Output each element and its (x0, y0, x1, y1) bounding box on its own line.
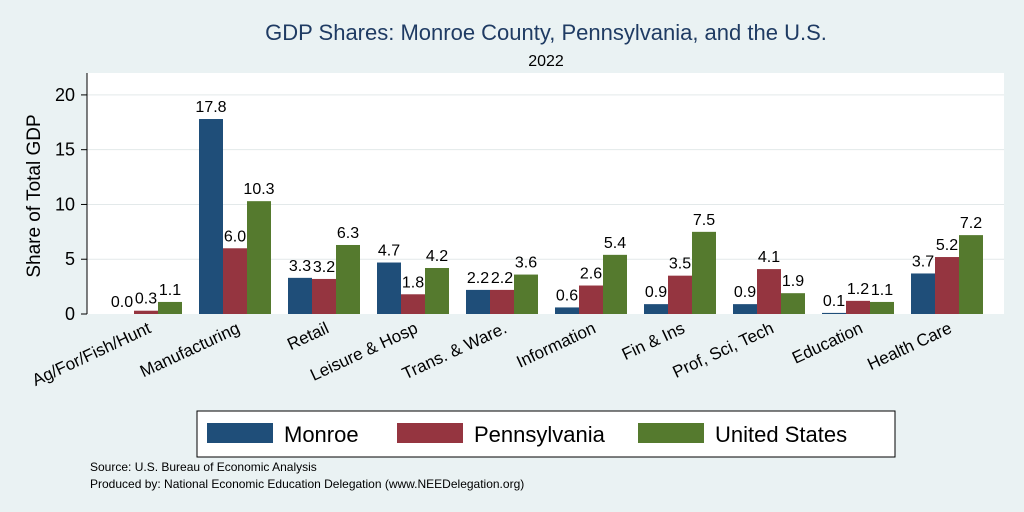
bar (603, 254, 627, 314)
data-label: 0.0 (111, 294, 133, 311)
bar (490, 289, 514, 314)
bar (247, 201, 271, 314)
bar (692, 231, 716, 314)
legend-label: Pennsylvania (474, 422, 606, 447)
chart-subtitle: 2022 (528, 53, 564, 70)
bar (781, 293, 805, 314)
bar (158, 301, 182, 314)
data-label: 0.6 (556, 287, 578, 304)
produced-by-note: Produced by: National Economic Education… (90, 477, 524, 491)
bar (199, 119, 223, 314)
bar (288, 277, 312, 314)
data-label: 1.8 (402, 274, 424, 291)
data-label: 1.1 (871, 282, 893, 299)
data-label: 0.9 (645, 284, 667, 301)
y-tick-label: 20 (55, 85, 75, 105)
x-category-label: Manufacturing (137, 318, 243, 381)
data-label: 1.9 (782, 273, 804, 290)
data-label: 5.4 (604, 235, 626, 252)
bar (401, 294, 425, 314)
data-label: 0.3 (135, 291, 157, 308)
data-label: 3.3 (289, 258, 311, 275)
bar (846, 300, 870, 314)
data-label: 2.2 (491, 270, 513, 287)
data-label: 0.1 (823, 293, 845, 310)
data-label: 2.6 (580, 266, 602, 283)
bar (870, 301, 894, 314)
bar (733, 304, 757, 314)
bar (425, 267, 449, 314)
data-label: 6.0 (224, 228, 246, 245)
data-label: 3.5 (669, 256, 691, 273)
chart-title: GDP Shares: Monroe County, Pennsylvania,… (265, 20, 827, 45)
x-category-label: Information (514, 318, 599, 371)
legend-label: United States (715, 422, 847, 447)
x-category-label: Ag/For/Fish/Hunt (29, 318, 154, 390)
data-label: 4.1 (758, 249, 780, 266)
legend-box (196, 410, 896, 458)
data-label: 6.3 (337, 225, 359, 242)
bar (935, 257, 959, 314)
bar (668, 275, 692, 314)
y-tick-label: 5 (65, 249, 75, 269)
bar (223, 248, 247, 314)
x-category-label: Fin & Ins (619, 318, 688, 364)
bar (579, 285, 603, 314)
bar (514, 274, 538, 314)
legend-swatch (638, 423, 704, 443)
bar (644, 304, 668, 314)
data-label: 4.2 (426, 248, 448, 265)
legend-swatch (397, 423, 463, 443)
x-category-label: Education (789, 318, 866, 367)
bar (377, 262, 401, 314)
y-tick-label: 10 (55, 194, 75, 214)
legend-label: Monroe (284, 422, 359, 447)
y-tick-label: 0 (65, 304, 75, 324)
source-note: Source: U.S. Bureau of Economic Analysis (90, 460, 317, 474)
data-label: 10.3 (243, 181, 274, 198)
data-label: 5.2 (936, 237, 958, 254)
bar (757, 269, 781, 314)
bar (911, 273, 935, 314)
x-category-label: Health Care (864, 318, 954, 374)
y-tick-label: 15 (55, 140, 75, 160)
bar (959, 235, 983, 314)
y-axis-label: Share of Total GDP (24, 114, 45, 277)
legend: Monroe Pennsylvania United States (196, 410, 896, 458)
data-label: 3.6 (515, 255, 537, 272)
data-label: 2.2 (467, 270, 489, 287)
data-label: 3.2 (313, 259, 335, 276)
data-label: 1.1 (159, 282, 181, 299)
x-category-label: Retail (284, 318, 331, 354)
data-label: 1.2 (847, 281, 869, 298)
bar (312, 278, 336, 314)
x-category-label: Prof, Sci, Tech (670, 318, 777, 381)
data-label: 4.7 (378, 243, 400, 260)
bar (134, 310, 158, 314)
data-label: 7.5 (693, 212, 715, 229)
legend-swatch (207, 423, 273, 443)
data-label: 17.8 (195, 99, 226, 116)
data-label: 0.9 (734, 284, 756, 301)
bar (555, 307, 579, 314)
bar (822, 312, 846, 314)
bar (466, 289, 490, 314)
y-ticks: 0 5 10 15 20 (55, 85, 87, 324)
data-labels: 0.0 0.31.117.86.010.33.3 3.26.34.71.84.22.… (111, 99, 982, 311)
bars (134, 119, 983, 314)
data-label: 7.2 (960, 215, 982, 232)
data-label: 3.7 (912, 253, 934, 270)
bar (336, 244, 360, 314)
